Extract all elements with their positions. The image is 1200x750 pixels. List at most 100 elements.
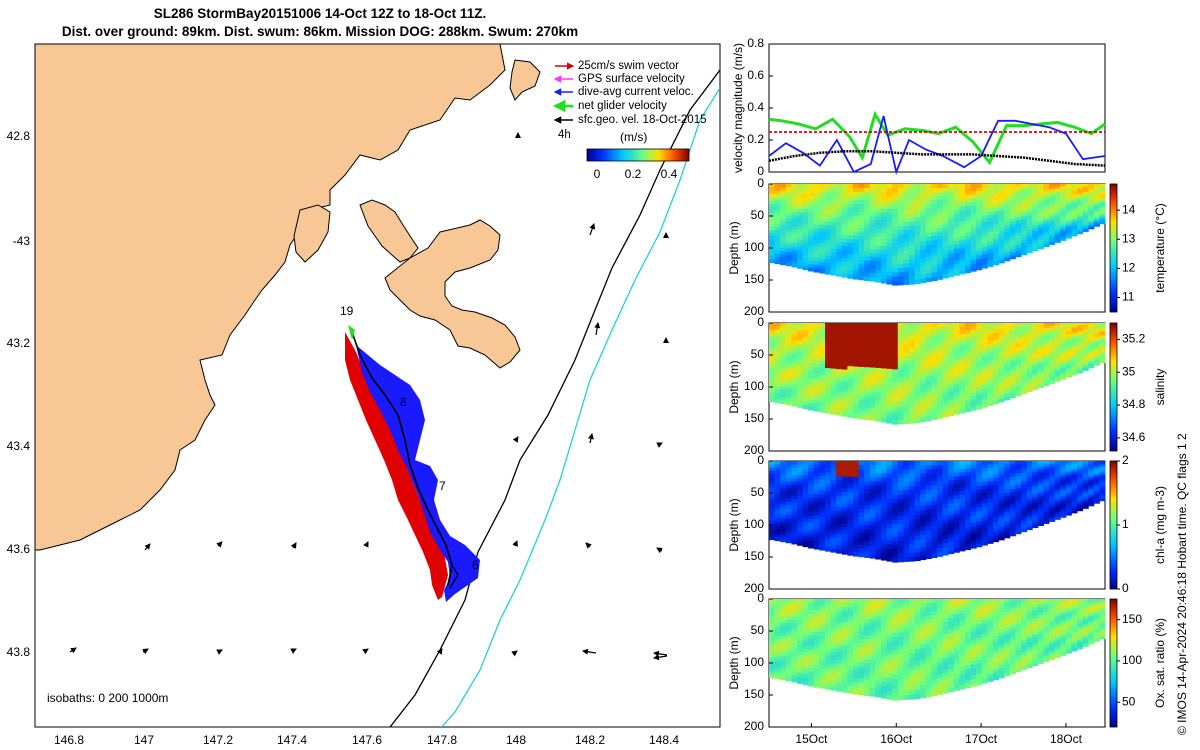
- section-cell: [1093, 347, 1100, 350]
- section-cell: [825, 398, 832, 403]
- section-cell: [808, 242, 815, 247]
- section-cell: [897, 469, 904, 475]
- section-cell: [780, 514, 787, 519]
- section-cell: [785, 201, 792, 205]
- section-cell: [864, 204, 871, 209]
- section-cell: [942, 254, 949, 259]
- section-cell: [903, 490, 910, 495]
- section-cell: [797, 396, 804, 401]
- section-cell: [953, 476, 960, 481]
- section-cell: [869, 387, 876, 393]
- section-cell: [819, 367, 826, 372]
- section-cell: [987, 238, 994, 243]
- section-cell: [920, 506, 927, 511]
- section-cell: [791, 399, 798, 403]
- section-cell: [970, 540, 977, 545]
- section-cell: [808, 522, 815, 527]
- section-cell: [970, 406, 977, 411]
- section-cell: [965, 534, 972, 539]
- section-cell: [937, 223, 944, 229]
- section-cell: [1032, 502, 1039, 506]
- section-cell: [819, 617, 826, 622]
- swim-vector-band: [345, 332, 448, 600]
- section-cell: [976, 216, 983, 221]
- section-cell: [836, 549, 843, 554]
- section-cell: [892, 369, 899, 375]
- section-cell: [1015, 247, 1022, 252]
- section-cell: [1015, 362, 1022, 366]
- section-cell: [953, 248, 960, 253]
- section-cell: [909, 250, 916, 256]
- section-cell: [791, 481, 798, 486]
- section-cell: [813, 676, 820, 681]
- section-cell: [1060, 514, 1067, 518]
- section-cell: [1021, 323, 1028, 327]
- section-cell: [937, 406, 944, 411]
- section-cell: [1004, 396, 1011, 401]
- section-cell: [853, 686, 860, 691]
- section-cell: [769, 657, 776, 662]
- section-cell: [1082, 207, 1089, 211]
- section-cell: [853, 323, 860, 328]
- section-cell: [903, 519, 910, 525]
- section-cell: [791, 201, 798, 206]
- section-cell: [881, 539, 888, 545]
- section-cell: [965, 468, 972, 473]
- section-cell: [853, 235, 860, 240]
- section-cell: [886, 200, 893, 206]
- section-cell: [1037, 376, 1044, 380]
- section-cell: [925, 224, 932, 230]
- section-cell: [1037, 229, 1044, 233]
- section-cell: [1077, 368, 1084, 372]
- section-cell: [881, 531, 888, 536]
- section-cell: [830, 410, 837, 415]
- section-cell: [1004, 228, 1011, 233]
- section-cell: [920, 331, 927, 336]
- section-cell: [1093, 196, 1100, 199]
- section-cell: [780, 224, 787, 229]
- section-cell: [1065, 359, 1072, 362]
- section-cell: [825, 386, 832, 392]
- section-cell: [875, 265, 882, 271]
- section-cell: [858, 662, 865, 668]
- section-cell: [987, 381, 994, 386]
- section-cell: [802, 648, 809, 654]
- section-cell: [802, 539, 809, 544]
- section-cell: [847, 258, 854, 264]
- land-west: [35, 44, 506, 551]
- section-cell: [976, 219, 983, 224]
- section-cell: [1071, 366, 1078, 369]
- section-cell: [864, 347, 871, 352]
- section-cell: [1082, 195, 1089, 199]
- section-cell: [886, 339, 893, 345]
- section-cell: [819, 400, 826, 406]
- section-cell: [925, 236, 932, 242]
- section-cell: [920, 266, 927, 271]
- section-cell: [819, 538, 826, 544]
- section-cell: [1026, 385, 1033, 390]
- section-cell: [1049, 323, 1056, 327]
- section-cell: [903, 465, 910, 470]
- section-cell: [892, 494, 899, 500]
- section-cell: [981, 194, 988, 199]
- section-cell: [886, 398, 893, 403]
- section-cell: [1065, 510, 1072, 514]
- section-cell: [785, 218, 792, 222]
- section-cell: [970, 370, 977, 375]
- section-cell: [769, 497, 776, 501]
- section-cell: [864, 375, 871, 380]
- section-cell: [1093, 490, 1100, 494]
- section-cell: [998, 503, 1005, 508]
- section-cell: [869, 395, 876, 401]
- section-cell: [903, 553, 910, 558]
- section-cell: [1054, 327, 1061, 331]
- section-cell: [813, 461, 820, 466]
- section-cell: [858, 398, 865, 404]
- section-cell: [853, 654, 860, 659]
- section-cell: [808, 628, 815, 633]
- section-cell: [1093, 198, 1100, 201]
- section-cell: [808, 671, 815, 676]
- section-cell: [1032, 499, 1039, 504]
- section-cell: [903, 217, 910, 223]
- section-cell: [1082, 496, 1089, 499]
